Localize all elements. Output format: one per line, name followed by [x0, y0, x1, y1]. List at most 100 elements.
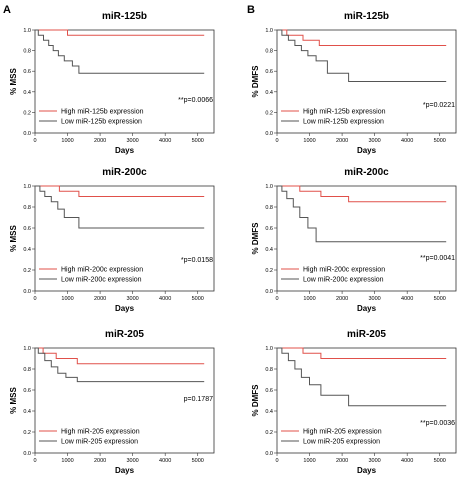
x-tick-label: 3000 — [369, 296, 381, 302]
panel-letter-a: A — [3, 4, 11, 16]
x-tick-label: 1000 — [61, 296, 73, 302]
x-tick-label: 2000 — [336, 296, 348, 302]
y-tick-label: 1.0 — [265, 28, 273, 34]
series-line-high — [277, 347, 447, 359]
p-value-annotation: *p=0.0221 — [423, 102, 455, 109]
legend-label: High miR-200c expression — [61, 267, 143, 274]
legend-label: High miR-125b expression — [303, 109, 386, 116]
y-tick-label: 0.8 — [265, 49, 273, 55]
y-tick-label: 0.0 — [265, 131, 273, 137]
x-tick-label: 1000 — [303, 296, 315, 302]
y-axis-title: % DMFS — [251, 222, 260, 255]
y-tick-label: 0.6 — [23, 69, 31, 75]
x-tick-label: 3000 — [127, 296, 139, 302]
y-axis-title: % MSS — [9, 68, 18, 95]
x-tick-label: 5000 — [434, 458, 446, 464]
chart-2: miR-125b % DMFS Days 0.0 0.2 0.4 0.6 0.8 1.0 0 100… — [251, 11, 457, 155]
series-line-high — [35, 29, 205, 36]
x-tick-label: 0 — [33, 138, 36, 144]
x-tick-label: 4000 — [159, 296, 171, 302]
y-tick-label: 0.2 — [23, 110, 31, 116]
series-line-high — [277, 185, 447, 203]
plot-frame — [276, 347, 457, 454]
legend-label: Low miR-125b expression — [61, 119, 142, 126]
y-tick-label: 1.0 — [23, 28, 31, 34]
plot-frame — [276, 185, 457, 292]
x-axis-title: Days — [357, 304, 377, 313]
y-tick-label: 0.8 — [265, 367, 273, 373]
p-value-annotation: p=0.1787 — [184, 396, 213, 403]
x-tick-label: 1000 — [303, 458, 315, 464]
y-tick-label: 0.8 — [265, 205, 273, 211]
chart-4: miR-200c % DMFS Days 0.0 0.2 0.4 0.6 0.8 1.0 0 100… — [251, 167, 457, 313]
series-line-low — [35, 29, 205, 74]
chart-title: miR-125b — [102, 11, 147, 22]
x-tick-label: 1000 — [303, 138, 315, 144]
chart-1: miR-125b % MSS Days 0.0 0.2 0.4 0.6 0.8 1.0 0 1000… — [9, 11, 215, 155]
chart-title: miR-200c — [344, 167, 389, 178]
x-tick-label: 1000 — [61, 458, 73, 464]
y-tick-label: 0.8 — [23, 49, 31, 55]
y-axis-title: % MSS — [9, 387, 18, 414]
series-line-low — [277, 347, 447, 407]
panel-letter-b: B — [247, 4, 255, 16]
y-axis-title: % DMFS — [251, 384, 260, 417]
y-tick-label: 0.6 — [23, 226, 31, 232]
y-tick-label: 1.0 — [23, 346, 31, 352]
y-tick-label: 1.0 — [265, 346, 273, 352]
p-value-annotation: **p=0.0041 — [420, 255, 455, 262]
x-tick-label: 0 — [33, 296, 36, 302]
legend-label: Low miR-200c expression — [61, 277, 142, 284]
chart-title: miR-205 — [347, 329, 386, 340]
x-tick-label: 0 — [275, 296, 278, 302]
plot-frame — [276, 29, 457, 134]
y-tick-label: 0.6 — [265, 226, 273, 232]
chart-title: miR-200c — [102, 167, 147, 178]
legend-label: High miR-200c expression — [303, 267, 385, 274]
legend-label: Low miR-205 expression — [61, 439, 138, 446]
legend-label: Low miR-205 expression — [303, 439, 380, 446]
y-tick-label: 0.0 — [23, 131, 31, 137]
x-tick-label: 2000 — [94, 296, 106, 302]
x-tick-label: 0 — [33, 458, 36, 464]
chart-title: miR-125b — [344, 11, 389, 22]
x-tick-label: 5000 — [434, 296, 446, 302]
y-tick-label: 0.2 — [265, 268, 273, 274]
series-line-high — [277, 29, 447, 46]
x-tick-label: 4000 — [401, 458, 413, 464]
y-tick-label: 0.6 — [265, 69, 273, 75]
y-axis-title: % MSS — [9, 225, 18, 252]
y-tick-label: 0.0 — [265, 289, 273, 295]
x-axis-title: Days — [357, 466, 377, 475]
y-tick-label: 0.4 — [265, 247, 273, 253]
x-tick-label: 2000 — [94, 138, 106, 144]
x-tick-label: 3000 — [127, 138, 139, 144]
chart-5: miR-205 % MSS Days 0.0 0.2 0.4 0.6 0.8 1.0 0 1000 2… — [9, 329, 215, 475]
y-tick-label: 0.4 — [265, 90, 273, 96]
p-value-annotation: **p=0.0066 — [178, 97, 213, 104]
x-tick-label: 4000 — [401, 138, 413, 144]
x-tick-label: 4000 — [401, 296, 413, 302]
x-axis-title: Days — [115, 304, 135, 313]
y-tick-label: 0.2 — [23, 268, 31, 274]
y-tick-label: 0.6 — [265, 388, 273, 394]
chart-3: miR-200c % MSS Days 0.0 0.2 0.4 0.6 0.8 1.0 0 1000… — [9, 167, 215, 313]
x-tick-label: 5000 — [434, 138, 446, 144]
series-line-high — [35, 185, 205, 197]
x-tick-label: 2000 — [336, 458, 348, 464]
x-tick-label: 5000 — [192, 296, 204, 302]
x-axis-title: Days — [115, 146, 135, 155]
y-tick-label: 0.2 — [265, 430, 273, 436]
y-tick-label: 0.8 — [23, 205, 31, 211]
y-tick-label: 1.0 — [23, 184, 31, 190]
y-tick-label: 0.0 — [23, 289, 31, 295]
x-tick-label: 5000 — [192, 138, 204, 144]
x-tick-label: 3000 — [369, 138, 381, 144]
series-line-low — [277, 29, 447, 82]
plot-frame — [34, 29, 215, 134]
legend-label: High miR-125b expression — [61, 109, 144, 116]
y-tick-label: 0.4 — [23, 247, 31, 253]
x-tick-label: 0 — [275, 458, 278, 464]
series-line-low — [35, 185, 205, 229]
